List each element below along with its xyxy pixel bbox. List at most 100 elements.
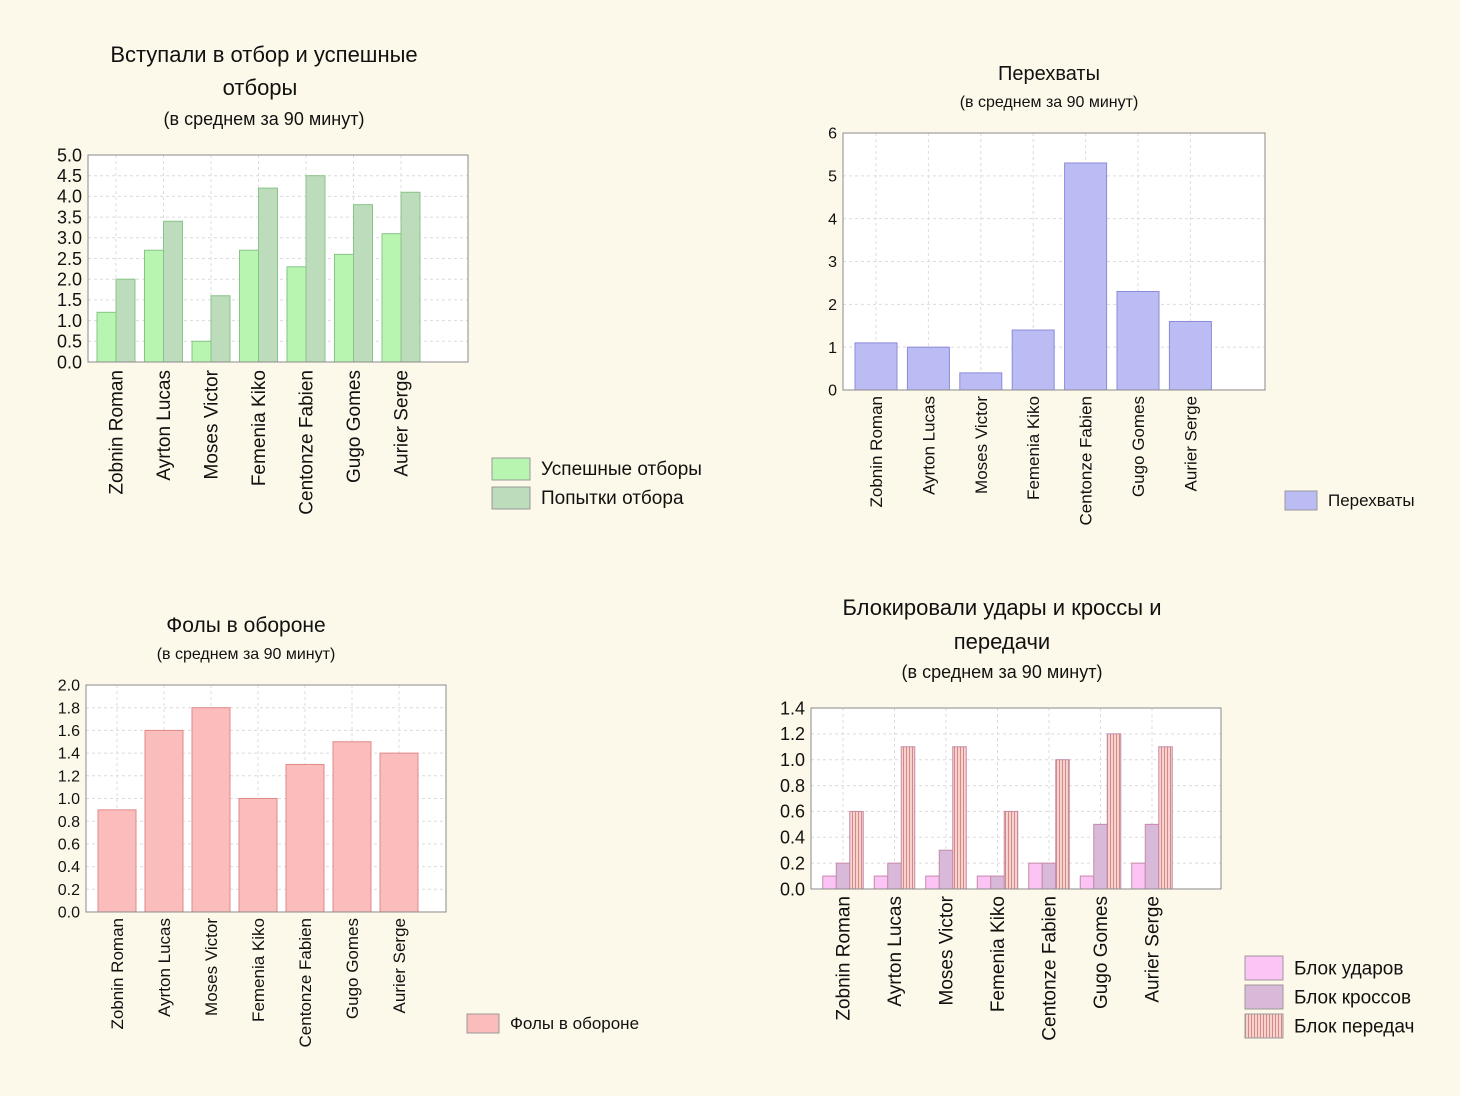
y-tick-label: 0.0 xyxy=(780,879,805,899)
legend-label: Блок передач xyxy=(1294,1017,1414,1038)
y-tick-label: 0.0 xyxy=(57,352,82,372)
legend-swatch xyxy=(1244,984,1284,1010)
chart-title-line: передачи xyxy=(954,629,1050,654)
bar xyxy=(849,810,864,890)
chart-title-line: отборы xyxy=(223,75,298,100)
y-tick-label: 1.0 xyxy=(780,750,805,770)
y-tick-label: 5 xyxy=(828,168,837,185)
bar xyxy=(822,875,837,890)
x-tick-label: Ayrton Lucas xyxy=(885,896,906,1007)
y-tick-label: 0.4 xyxy=(780,828,805,848)
legend-label: Успешные отборы xyxy=(541,459,702,480)
bar xyxy=(976,875,992,890)
bar xyxy=(239,249,259,363)
bar xyxy=(96,311,117,363)
y-tick-label: 1 xyxy=(828,340,837,357)
bar xyxy=(305,175,326,363)
x-tick-label: Moses Victor xyxy=(202,918,221,1016)
bar xyxy=(900,746,916,890)
x-tick-label: Aurier Serge xyxy=(390,918,409,1013)
bar xyxy=(258,187,278,363)
bar xyxy=(332,741,372,913)
x-tick-label: Zobnin Roman xyxy=(834,896,855,1021)
x-tick-label: Zobnin Roman xyxy=(867,396,886,508)
y-tick-label: 2.5 xyxy=(57,249,82,269)
y-tick-label: 3 xyxy=(828,254,837,271)
y-tick-label: 1.0 xyxy=(57,311,82,331)
chart-subtitle: (в среднем за 90 минут) xyxy=(902,662,1103,682)
x-tick-label: Zobnin Roman xyxy=(108,918,127,1030)
x-tick-label: Femenia Kiko xyxy=(1024,396,1043,500)
bar xyxy=(1116,290,1160,391)
plot-area: 0.0 0.2 0.4 0.6 0.8 1.0 1.2 1.4 Zobnin Roman Ayrt… xyxy=(780,698,1414,1040)
y-tick-label: 0.4 xyxy=(58,859,80,876)
y-tick-label: 0.5 xyxy=(57,332,82,352)
y-tick-label: 1.8 xyxy=(58,700,80,717)
bar xyxy=(379,752,419,913)
x-tick-label: Gugo Gomes xyxy=(1091,896,1112,1009)
bar xyxy=(144,249,164,363)
fouls-chart: Фолы в обороне (в среднем за 90 минут) 0… xyxy=(58,614,639,1047)
bar xyxy=(286,266,307,363)
x-tick-label: Moses Victor xyxy=(202,369,223,479)
x-tick-label: Ayrton Lucas xyxy=(154,370,175,481)
y-tick-label: 1.4 xyxy=(58,746,80,763)
x-tick-label: Aurier Serge xyxy=(1181,396,1200,491)
interceptions-chart: Перехваты (в среднем за 90 минут) 0 1 2 3 4 5… xyxy=(828,63,1415,525)
y-tick-label: 1.2 xyxy=(58,768,80,785)
plot-area: 0 1 2 3 4 5 6 Zobnin Roman Ayrton Lucas Moses Vic… xyxy=(828,126,1415,526)
bar xyxy=(1003,810,1019,890)
legend-swatch xyxy=(1284,490,1318,511)
x-tick-label: Femenia Kiko xyxy=(249,918,268,1022)
legend-swatch xyxy=(491,457,531,481)
bar xyxy=(191,707,231,913)
x-tick-label: Ayrton Lucas xyxy=(155,918,174,1017)
y-tick-label: 1.6 xyxy=(58,723,80,740)
plot-frame xyxy=(85,684,447,913)
y-tick-label: 1.2 xyxy=(780,724,805,744)
y-tick-label: 5.0 xyxy=(57,145,82,165)
y-tick-label: 6 xyxy=(828,126,837,143)
plot-frame xyxy=(810,707,1222,890)
bar xyxy=(1158,746,1173,890)
y-tick-label: 2.0 xyxy=(58,678,80,695)
y-tick-label: 3.5 xyxy=(57,207,82,227)
bar xyxy=(115,278,136,363)
x-tick-label: Aurier Serge xyxy=(1143,896,1164,1003)
y-tick-label: 0.2 xyxy=(780,853,805,873)
legend-swatch xyxy=(491,486,531,510)
bar xyxy=(1079,875,1095,890)
legend-label: Блок кроссов xyxy=(1294,988,1411,1009)
bar xyxy=(1011,329,1055,391)
x-tick-label: Centonze Fabien xyxy=(1077,396,1096,525)
bar xyxy=(938,849,954,890)
y-tick-label: 0.8 xyxy=(780,776,805,796)
plot-area: 0.0 0.2 0.4 0.6 0.8 1.0 1.2 1.4 1.6 1.8 2.0 Zobnin … xyxy=(58,678,639,1048)
y-tick-label: 0.8 xyxy=(58,814,80,831)
chart-subtitle: (в среднем за 90 минут) xyxy=(164,109,365,129)
bar xyxy=(353,204,373,363)
bar xyxy=(144,729,184,913)
x-tick-label: Centonze Fabien xyxy=(296,918,315,1047)
bar xyxy=(1028,862,1043,890)
chart-title-line: Вступали в отбор и успешные xyxy=(110,42,417,67)
chart-subtitle: (в среднем за 90 минут) xyxy=(960,94,1139,111)
bar xyxy=(990,875,1005,890)
legend-label: Перехваты xyxy=(1328,491,1415,510)
chart-title: Фолы в обороне xyxy=(166,614,325,637)
y-tick-label: 4.0 xyxy=(57,187,82,207)
x-tick-label: Zobnin Roman xyxy=(107,370,128,495)
y-tick-label: 4 xyxy=(828,211,837,228)
bar xyxy=(163,220,183,363)
bar xyxy=(835,862,851,890)
bar xyxy=(1064,162,1108,391)
legend-swatch xyxy=(1244,955,1284,981)
y-tick-label: 0.0 xyxy=(58,905,80,922)
bar xyxy=(334,253,354,363)
bar xyxy=(238,798,278,913)
y-tick-label: 4.5 xyxy=(57,166,82,186)
x-tick-label: Centonze Fabien xyxy=(297,370,318,515)
x-tick-label: Femenia Kiko xyxy=(249,370,270,486)
blocks-chart: Блокировали удары и кроссы и передачи (в… xyxy=(780,595,1414,1041)
